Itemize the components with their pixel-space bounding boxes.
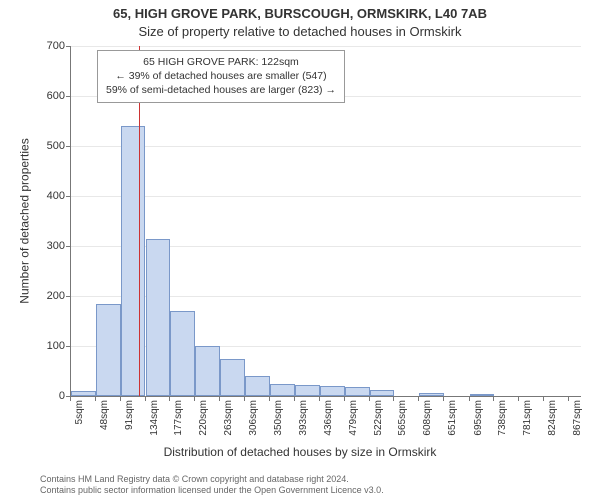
x-tick-mark xyxy=(95,397,96,401)
chart-subtitle: Size of property relative to detached ho… xyxy=(0,24,600,39)
histogram-bar xyxy=(71,391,96,396)
annotation-line: ← 39% of detached houses are smaller (54… xyxy=(106,69,336,83)
footer-line-2: Contains public sector information licen… xyxy=(40,485,384,496)
histogram-bar xyxy=(419,393,444,397)
x-tick-mark xyxy=(543,397,544,401)
histogram-bar xyxy=(345,387,370,396)
annotation-line: 59% of semi-detached houses are larger (… xyxy=(106,83,336,97)
y-tick-label: 100 xyxy=(5,340,65,352)
y-tick-label: 400 xyxy=(5,190,65,202)
x-tick-mark xyxy=(145,397,146,401)
x-tick-mark xyxy=(568,397,569,401)
histogram-bar xyxy=(220,359,245,397)
histogram-bar xyxy=(121,126,146,396)
x-tick-mark xyxy=(418,397,419,401)
histogram-bar xyxy=(370,390,395,396)
histogram-bar xyxy=(170,311,195,396)
gridline xyxy=(71,146,581,147)
x-tick-mark xyxy=(120,397,121,401)
y-tick-mark xyxy=(66,146,70,147)
y-tick-label: 0 xyxy=(5,390,65,402)
histogram-bar xyxy=(470,394,495,397)
histogram-bar xyxy=(195,346,220,396)
plot-area: 65 HIGH GROVE PARK: 122sqm← 39% of detac… xyxy=(70,46,581,397)
y-tick-mark xyxy=(66,96,70,97)
x-tick-mark xyxy=(518,397,519,401)
x-tick-mark xyxy=(344,397,345,401)
footer-line-1: Contains HM Land Registry data © Crown c… xyxy=(40,474,384,485)
x-tick-mark xyxy=(369,397,370,401)
footer-attribution: Contains HM Land Registry data © Crown c… xyxy=(40,474,384,497)
gridline xyxy=(71,46,581,47)
histogram-bar xyxy=(146,239,171,397)
x-tick-mark xyxy=(169,397,170,401)
annotation-line: 65 HIGH GROVE PARK: 122sqm xyxy=(106,55,336,69)
gridline xyxy=(71,196,581,197)
histogram-bar xyxy=(270,384,295,397)
y-tick-label: 500 xyxy=(5,140,65,152)
x-tick-mark xyxy=(194,397,195,401)
x-tick-mark xyxy=(393,397,394,401)
x-tick-mark xyxy=(493,397,494,401)
x-tick-mark xyxy=(319,397,320,401)
x-tick-mark xyxy=(219,397,220,401)
y-tick-mark xyxy=(66,246,70,247)
histogram-bar xyxy=(245,376,270,396)
x-tick-mark xyxy=(469,397,470,401)
x-axis-label: Distribution of detached houses by size … xyxy=(0,445,600,459)
y-tick-mark xyxy=(66,196,70,197)
y-axis-label: Number of detached properties xyxy=(18,138,32,303)
y-tick-label: 700 xyxy=(5,40,65,52)
x-tick-mark xyxy=(294,397,295,401)
annotation-box: 65 HIGH GROVE PARK: 122sqm← 39% of detac… xyxy=(97,50,345,103)
y-tick-label: 300 xyxy=(5,240,65,252)
histogram-bar xyxy=(295,385,320,397)
y-tick-label: 200 xyxy=(5,290,65,302)
histogram-bar xyxy=(320,386,345,396)
x-tick-mark xyxy=(70,397,71,401)
x-tick-mark xyxy=(443,397,444,401)
y-tick-mark xyxy=(66,46,70,47)
address-title: 65, HIGH GROVE PARK, BURSCOUGH, ORMSKIRK… xyxy=(0,6,600,21)
y-tick-label: 600 xyxy=(5,90,65,102)
y-tick-mark xyxy=(66,346,70,347)
x-tick-mark xyxy=(269,397,270,401)
x-tick-mark xyxy=(244,397,245,401)
histogram-bar xyxy=(96,304,121,397)
y-tick-mark xyxy=(66,296,70,297)
